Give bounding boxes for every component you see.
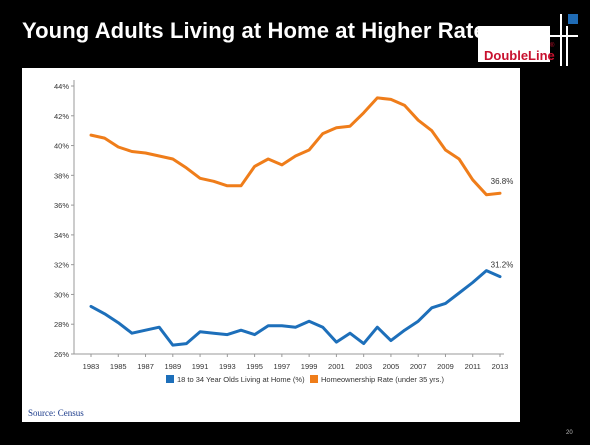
y-tick-label: 32% [54,261,69,270]
logo-square [568,14,578,24]
y-tick-label: 36% [54,201,69,210]
legend-label: 18 to 34 Year Olds Living at Home (%) [177,375,305,384]
logo-box [478,26,550,62]
y-tick-label: 28% [54,320,69,329]
x-tick-label: 1983 [83,362,100,371]
y-tick-label: 44% [54,82,69,91]
y-tick-label: 42% [54,112,69,121]
y-tick-label: 26% [54,350,69,359]
legend-label: Homeownership Rate (under 35 yrs.) [321,375,444,384]
logo-line-vertical [560,14,562,66]
legend-swatch [310,375,318,383]
x-tick-label: 1995 [246,362,263,371]
x-tick-label: 2009 [437,362,454,371]
x-tick-label: 1997 [274,362,291,371]
x-tick-label: 1987 [137,362,154,371]
end-value-label: 31.2% [491,261,514,270]
series-line-1 [89,96,502,197]
doubleline-logo: DoubleLine ® [478,14,578,66]
series-line-0 [89,269,502,347]
slide-title: Young Adults Living at Home at Higher Ra… [22,18,499,43]
source-note: Source: Census [28,408,84,418]
logo-line-horizontal [538,35,578,37]
y-tick-label: 40% [54,142,69,151]
x-tick-label: 1991 [192,362,209,371]
y-tick-labels: 26% 28% 30% 32% 34% 36% 38% 40% 42% 44% [54,82,69,359]
logo-registered-mark: ® [550,43,555,49]
page-number: 20 [566,430,573,436]
x-tick-label: 2003 [355,362,372,371]
y-tick-label: 34% [54,231,69,240]
end-labels: 31.2% 36.8% [491,177,514,269]
x-tick-label: 1985 [110,362,127,371]
x-tick-label: 2011 [465,362,481,371]
legend-swatch [166,375,174,383]
chart-panel: 26% 28% 30% 32% 34% 36% 38% 40% 42% 44% 1983 1985 1… [22,68,520,422]
x-tick-label: 2007 [410,362,427,371]
line-chart: 26%28%30%32%34%36%38%40%42%44% 1983 1985 1… [54,80,514,384]
series-lines [89,96,502,347]
logo-line-vertical-2 [566,26,568,66]
chart-legend: 18 to 34 Year Olds Living at Home (%) Hom… [166,375,444,384]
chart-axes [71,80,504,357]
x-tick-label: 1999 [301,362,318,371]
end-value-label: 36.8% [491,177,514,186]
x-tick-label: 1993 [219,362,236,371]
logo-text: DoubleLine [484,48,555,63]
x-tick-label: 2005 [383,362,400,371]
y-tick-label: 38% [54,171,69,180]
x-tick-labels: 1983 1985 1987 1989 1991 1993 1995 1997 1999 2001… [83,362,509,371]
x-tick-label: 2013 [492,362,509,371]
x-tick-label: 1989 [164,362,181,371]
x-tick-label: 2001 [328,362,345,371]
y-tick-label: 30% [54,290,69,299]
